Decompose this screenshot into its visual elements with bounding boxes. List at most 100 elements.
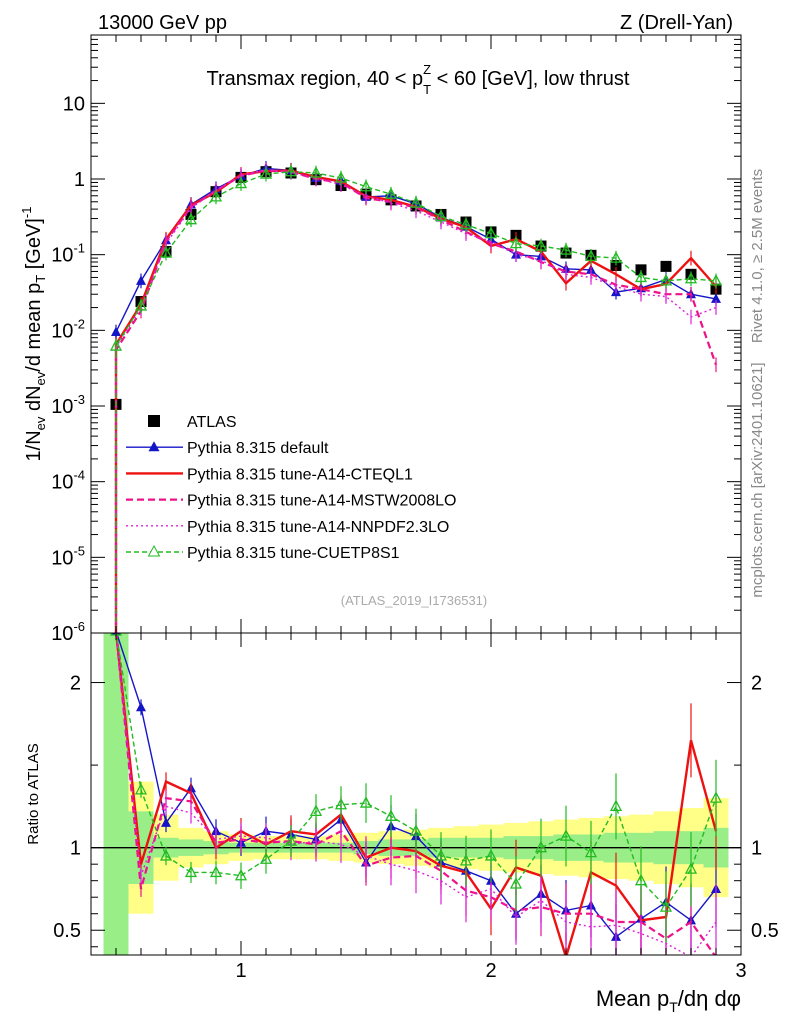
legend-item: ATLAS xyxy=(148,414,237,431)
ratio-line xyxy=(115,633,716,955)
ratio-point xyxy=(609,799,623,812)
data-point xyxy=(635,264,647,276)
collision-label: 13000 GeV pp xyxy=(98,12,227,34)
data-point xyxy=(234,176,248,189)
ratio-point xyxy=(259,852,273,864)
ratio-point xyxy=(484,849,498,861)
data-point xyxy=(259,167,273,179)
ratio-point xyxy=(459,853,473,866)
ratio-point xyxy=(409,824,423,836)
ratio-series-2 xyxy=(115,633,716,955)
panel-title: Transmax region, 40 < pTZ < 60 [GeV], lo… xyxy=(207,62,630,97)
main-plot-content xyxy=(109,161,723,633)
data-point xyxy=(184,212,198,225)
main-axis-ticks xyxy=(90,34,742,634)
ratio-y-tick-label: 1 xyxy=(70,838,81,860)
legend-item: Pythia 8.315 tune-A14-CTEQL1 xyxy=(126,466,413,483)
ratio-y-tick-label: 2 xyxy=(70,673,81,695)
data-point xyxy=(709,274,723,286)
data-point xyxy=(559,243,573,255)
ratio-axis-ticks xyxy=(90,633,742,955)
y-axis-label: 1/Nev dNev/d mean pT [GeV]-1 xyxy=(19,207,48,462)
ratio-point xyxy=(334,797,348,810)
series-5 xyxy=(109,164,723,633)
ratio-tick-labels: 0.5 0.5 1 1 2 2 1 2 3 xyxy=(53,673,779,982)
series-line xyxy=(114,169,718,633)
ratio-point xyxy=(709,791,723,803)
ratio-point xyxy=(659,900,673,912)
data-point xyxy=(509,236,523,249)
legend-marker xyxy=(148,441,160,452)
legend: ATLAS Pythia 8.315 default Pythia 8.315 tu… xyxy=(126,414,456,562)
ratio-point xyxy=(634,873,648,886)
ratio-point xyxy=(209,865,223,878)
x-tick-label: 3 xyxy=(735,960,746,982)
x-axis-label: Mean pT/dη dφ xyxy=(596,986,741,1015)
ratio-point xyxy=(284,834,298,846)
x-tick-label: 1 xyxy=(235,960,246,982)
ratio-point xyxy=(584,845,598,858)
ratio-series-group xyxy=(91,633,741,955)
legend-item: Pythia 8.315 tune-A14-NNPDF2.3LO xyxy=(126,519,449,536)
legend-label: Pythia 8.315 tune-A14-NNPDF2.3LO xyxy=(187,519,449,536)
legend-item: Pythia 8.315 tune-A14-MSTW2008LO xyxy=(126,493,456,510)
main-frame xyxy=(90,34,742,634)
ratio-y-tick-label-right: 0.5 xyxy=(751,920,779,942)
ratio-point xyxy=(134,782,148,795)
y-tick-label: 10-1 xyxy=(51,241,85,267)
legend-item: Pythia 8.315 tune-CUETP8S1 xyxy=(126,544,400,562)
data-point xyxy=(209,190,223,202)
series-line xyxy=(114,169,717,633)
ratio-series-1 xyxy=(115,633,718,955)
data-point xyxy=(534,239,548,251)
ratio-line xyxy=(115,633,718,955)
main-y-tick-labels: 10-6 10-5 10-4 10-3 10-2 10-1 1 10 xyxy=(51,93,85,645)
ratio-point xyxy=(509,877,523,889)
data-point xyxy=(159,246,173,258)
legend-label: Pythia 8.315 tune-CUETP8S1 xyxy=(187,545,400,562)
x-tick-label: 2 xyxy=(485,960,496,982)
series-2 xyxy=(114,163,717,633)
ratio-point xyxy=(184,865,198,878)
process-label: Z (Drell-Yan) xyxy=(620,12,733,34)
data-point xyxy=(134,299,148,311)
uncertainty-bands xyxy=(103,633,729,955)
y-tick-label: 10 xyxy=(63,93,85,115)
main-panel: 10-6 10-5 10-4 10-3 10-2 10-1 1 10 Transmax reg… xyxy=(19,34,742,645)
data-point xyxy=(584,249,598,262)
analysis-watermark: (ATLAS_2019_I1736531) xyxy=(341,593,487,608)
ratio-series-3 xyxy=(115,633,717,955)
series-1 xyxy=(111,161,721,633)
rivet-label: Rivet 4.1.0, ≥ 2.5M events xyxy=(749,169,766,343)
ratio-series-4 xyxy=(109,633,723,943)
ratio-point xyxy=(434,849,448,861)
legend-label: Pythia 8.315 default xyxy=(187,440,329,457)
ratio-point xyxy=(534,840,548,853)
ratio-point xyxy=(159,849,173,861)
ratio-point xyxy=(309,804,323,816)
y-tick-label: 10-4 xyxy=(51,468,85,494)
data-point xyxy=(309,166,323,178)
ratio-plot-content xyxy=(91,633,741,955)
data-point xyxy=(434,209,448,222)
ratio-y-label: Ratio to ATLAS xyxy=(25,743,42,844)
data-point xyxy=(659,274,673,286)
ratio-point xyxy=(384,809,398,821)
main-series-group xyxy=(109,161,723,633)
series-line xyxy=(115,167,717,633)
data-point xyxy=(711,293,721,303)
data-point xyxy=(634,270,648,283)
ratio-point xyxy=(559,829,573,841)
series-line xyxy=(115,169,717,633)
ratio-point xyxy=(359,796,373,808)
series-3 xyxy=(114,163,718,633)
series-4 xyxy=(115,162,717,633)
ratio-frame xyxy=(90,632,742,956)
ratio-point xyxy=(161,817,171,827)
data-point xyxy=(334,171,348,183)
data-point xyxy=(484,226,498,239)
data-point xyxy=(109,339,123,351)
ratio-series-0 xyxy=(111,633,721,955)
y-tick-label: 10-5 xyxy=(51,543,85,569)
ratio-y-tick-label: 0.5 xyxy=(53,920,81,942)
